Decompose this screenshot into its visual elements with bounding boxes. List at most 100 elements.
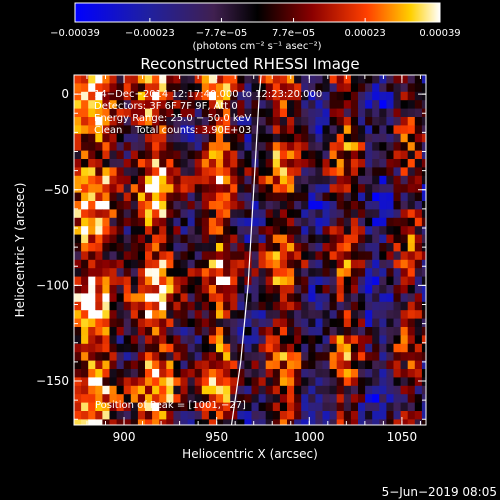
heatmap-cell: [407, 175, 416, 185]
heatmap-cell: [223, 167, 231, 177]
heatmap-cell: [379, 402, 387, 412]
heatmap-cell: [372, 75, 380, 84]
heatmap-cell: [251, 301, 260, 311]
heatmap-cell: [350, 402, 359, 412]
heatmap-cell: [130, 117, 139, 126]
heatmap-cell: [166, 133, 174, 143]
heatmap-cell: [365, 117, 373, 126]
heatmap-cell: [137, 133, 146, 143]
heatmap-cell: [322, 117, 331, 126]
heatmap-cell: [187, 327, 196, 336]
heatmap-cell: [272, 301, 281, 311]
heatmap-cell: [208, 411, 217, 420]
heatmap-cell: [208, 150, 217, 160]
heatmap-cell: [137, 318, 146, 328]
heatmap-cell: [265, 369, 274, 378]
heatmap-cell: [372, 301, 380, 311]
heatmap-cell: [400, 142, 409, 152]
heatmap-cell: [166, 234, 174, 244]
heatmap-cell: [400, 411, 409, 420]
heatmap-cell: [109, 402, 118, 412]
heatmap-cell: [81, 377, 89, 387]
heatmap-cell: [386, 276, 394, 286]
heatmap-cell: [329, 318, 338, 328]
heatmap-cell: [414, 411, 423, 420]
heatmap-cell: [258, 251, 267, 261]
heatmap-cell: [152, 117, 160, 126]
heatmap-cell: [343, 175, 352, 185]
heatmap-cell: [145, 285, 153, 294]
heatmap-cell: [166, 175, 174, 185]
heatmap-cell: [315, 385, 323, 395]
heatmap-cell: [272, 385, 281, 395]
heatmap-cell: [365, 276, 373, 286]
heatmap-cell: [343, 243, 352, 252]
heatmap-cell: [88, 259, 96, 269]
heatmap-cell: [237, 343, 245, 353]
y-tick-label: 0: [61, 87, 69, 101]
heatmap-cell: [386, 293, 394, 303]
heatmap-cell: [414, 402, 423, 412]
peak-position-label: Position of Peak = [1001,−27]: [95, 400, 246, 411]
heatmap-cell: [400, 117, 409, 126]
heatmap-cell: [208, 175, 217, 185]
heatmap-cell: [393, 419, 402, 425]
heatmap-cell: [130, 268, 139, 278]
heatmap-cell: [329, 184, 338, 194]
heatmap-cell: [407, 327, 416, 336]
heatmap-cell: [251, 83, 260, 93]
heatmap-cell: [230, 159, 238, 168]
heatmap-cell: [287, 285, 295, 294]
heatmap-cell: [258, 192, 267, 202]
heatmap-cell: [258, 377, 267, 387]
heatmap-cell: [386, 159, 394, 168]
heatmap-cell: [166, 377, 174, 387]
heatmap-cell: [230, 268, 238, 278]
heatmap-cell: [88, 293, 96, 303]
heatmap-cell: [116, 402, 125, 412]
heatmap-cell: [421, 117, 426, 126]
heatmap-cell: [180, 419, 189, 425]
heatmap-cell: [393, 327, 402, 336]
heatmap-cell: [287, 75, 295, 84]
heatmap-cell: [230, 243, 238, 252]
heatmap-cell: [223, 293, 231, 303]
heatmap-cell: [102, 142, 110, 152]
heatmap-cell: [400, 175, 409, 185]
heatmap-cell: [194, 83, 203, 93]
heatmap-cell: [180, 402, 189, 412]
heatmap-cell: [109, 293, 118, 303]
heatmap-cell: [152, 201, 160, 210]
heatmap-cell: [194, 117, 203, 126]
heatmap-cell: [201, 100, 210, 110]
heatmap-cell: [258, 142, 267, 152]
heatmap-cell: [358, 268, 366, 278]
heatmap-cell: [329, 352, 338, 362]
heatmap-cell: [365, 175, 373, 185]
heatmap-cell: [180, 108, 189, 118]
heatmap-cell: [287, 217, 295, 227]
heatmap-cell: [350, 335, 359, 345]
heatmap-cell: [187, 125, 196, 135]
heatmap-cell: [407, 251, 416, 261]
heatmap-cell: [109, 91, 118, 101]
heatmap-cell: [216, 117, 224, 126]
heatmap-cell: [88, 327, 96, 336]
heatmap-cell: [336, 377, 345, 387]
heatmap-cell: [216, 318, 224, 328]
heatmap-cell: [386, 125, 394, 135]
heatmap-cell: [130, 394, 139, 404]
heatmap-cell: [88, 175, 96, 185]
heatmap-cell: [130, 234, 139, 244]
heatmap-cell: [322, 83, 331, 93]
heatmap-cell: [407, 377, 416, 387]
heatmap-cell: [159, 352, 167, 362]
heatmap-cell: [393, 285, 402, 294]
heatmap-cell: [414, 327, 423, 336]
heatmap-cell: [152, 327, 160, 336]
heatmap-cell: [258, 117, 267, 126]
heatmap-cell: [272, 318, 281, 328]
heatmap-cell: [294, 234, 302, 244]
heatmap-cell: [74, 75, 82, 84]
heatmap-cell: [393, 360, 402, 370]
